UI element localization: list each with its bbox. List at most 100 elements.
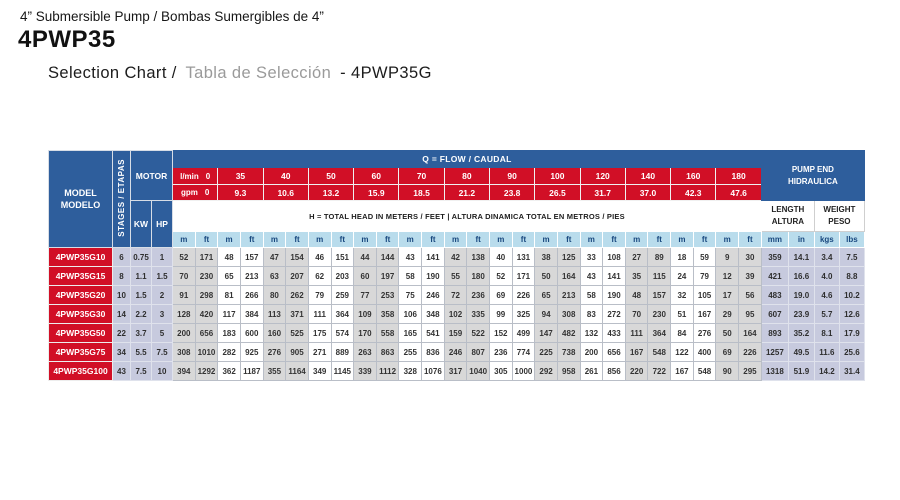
head-ft-value: 364	[330, 304, 355, 324]
flow-header: Q = FLOW / CAUDAL	[172, 150, 762, 168]
kw-cell: 1.1	[130, 266, 152, 286]
head-m-value: 58	[398, 266, 423, 286]
unit-ft-header: ft	[239, 231, 264, 248]
flow-lmin-value: 0	[205, 171, 211, 181]
stages-cell: 8	[112, 266, 131, 286]
weight-kgs-value: 4.6	[813, 285, 840, 305]
stages-cell: 43	[112, 361, 131, 381]
head-m-value: 160	[262, 323, 287, 343]
head-ft-value: 125	[556, 247, 581, 267]
flow-gpm-value: 47.6	[715, 184, 762, 201]
model-cell: 4PWP35G50	[48, 323, 113, 343]
head-ft-value: 905	[285, 342, 309, 362]
head-m-value: 80	[262, 285, 287, 305]
head-ft-value: 722	[647, 361, 672, 381]
head-m-value: 70	[624, 304, 649, 324]
length-mm-value: 1257	[760, 342, 789, 362]
unit-lbs-header: lbs	[838, 231, 865, 248]
unit-m-header: m	[715, 231, 740, 248]
head-m-value: 305	[488, 361, 513, 381]
head-m-value: 111	[624, 323, 649, 343]
head-m-value: 60	[353, 266, 377, 286]
hp-cell: 7.5	[150, 342, 174, 362]
head-m-value: 167	[624, 342, 649, 362]
weight-kgs-value: 14.2	[813, 361, 840, 381]
flow-lmin-value: 160	[670, 167, 717, 185]
head-m-value: 24	[670, 266, 694, 286]
head-m-value: 52	[172, 247, 196, 267]
unit-ft-header: ft	[556, 231, 581, 248]
head-ft-value: 30	[738, 247, 762, 267]
flow-lmin-value: 180	[715, 167, 762, 185]
head-m-value: 83	[579, 304, 604, 324]
length-mm-value: 1318	[760, 361, 789, 381]
head-ft-value: 433	[602, 323, 626, 343]
flow-gpm-value: 37.0	[624, 184, 672, 201]
head-m-value: 246	[443, 342, 468, 362]
head-m-value: 65	[534, 285, 558, 305]
weight-kgs-value: 8.1	[813, 323, 840, 343]
length-in-value: 51.9	[787, 361, 815, 381]
flow-gpm-value: 13.2	[307, 184, 355, 201]
hp-cell: 10	[150, 361, 174, 381]
weight-column-header-line: WEIGHT	[823, 205, 856, 214]
head-m-value: 35	[624, 266, 649, 286]
unit-mm-header: mm	[760, 231, 789, 248]
head-m-value: 55	[443, 266, 468, 286]
selection-chart-label-es: Tabla de Selección	[185, 64, 332, 82]
head-m-value: 159	[443, 323, 468, 343]
head-m-value: 17	[715, 285, 740, 305]
length-in-value: 19.0	[787, 285, 815, 305]
product-category-line: 4” Submersible Pump / Bombas Sumergibles…	[20, 9, 324, 24]
unit-ft-header: ft	[602, 231, 626, 248]
unit-in-header: in	[787, 231, 815, 248]
head-ft-value: 1292	[194, 361, 219, 381]
head-ft-value: 308	[556, 304, 581, 324]
unit-m-header: m	[579, 231, 604, 248]
head-ft-value: 197	[375, 266, 400, 286]
length-in-value: 49.5	[787, 342, 815, 362]
table-row: 4PWP35G50 22 3.7 5 200 656 183 600 160 525 175 574 1…	[48, 323, 865, 343]
head-m-value: 43	[579, 266, 604, 286]
flow-lmin-value: 70	[398, 167, 445, 185]
flow-lmin-value: 140	[624, 167, 672, 185]
head-ft-value: 141	[421, 247, 445, 267]
head-ft-value: 151	[330, 247, 355, 267]
head-m-value: 27	[624, 247, 649, 267]
flow-gpm-value: 31.7	[579, 184, 626, 201]
head-ft-value: 558	[375, 323, 400, 343]
selection-chart-heading: Selection Chart / Tabla de Selección - 4…	[48, 64, 436, 83]
head-m-value: 394	[172, 361, 196, 381]
length-in-value: 23.9	[787, 304, 815, 324]
selection-table-body: 4PWP35G10 6 0.75 1 52 171 48 157 47 154 46 151 44 144…	[48, 247, 865, 381]
length-mm-value: 893	[760, 323, 789, 343]
stages-cell: 10	[112, 285, 131, 305]
head-ft-value: 525	[285, 323, 309, 343]
head-m-value: 170	[353, 323, 377, 343]
head-ft-value: 738	[556, 342, 581, 362]
head-m-value: 200	[579, 342, 604, 362]
unit-m-header: m	[262, 231, 287, 248]
head-m-value: 50	[715, 323, 740, 343]
head-ft-value: 167	[692, 304, 717, 324]
flow-lmin-label-cell: l/min 0	[172, 167, 219, 185]
head-m-value: 90	[715, 361, 740, 381]
hp-cell: 1	[150, 247, 174, 267]
flow-gpm-value: 42.3	[670, 184, 717, 201]
head-ft-value: 207	[285, 266, 309, 286]
head-m-value: 328	[398, 361, 423, 381]
head-m-value: 165	[398, 323, 423, 343]
head-ft-value: 298	[194, 285, 219, 305]
head-m-value: 79	[307, 285, 332, 305]
unit-m-header: m	[353, 231, 377, 248]
head-m-value: 339	[353, 361, 377, 381]
flow-lmin-value: 40	[262, 167, 309, 185]
head-ft-value: 203	[330, 266, 355, 286]
product-model-title: 4PWP35	[18, 26, 116, 53]
head-m-value: 69	[488, 285, 513, 305]
head-m-value: 117	[217, 304, 241, 324]
head-m-value: 43	[398, 247, 423, 267]
flow-lmin-value: 50	[307, 167, 355, 185]
head-m-value: 91	[172, 285, 196, 305]
unit-kgs-header: kgs	[813, 231, 840, 248]
